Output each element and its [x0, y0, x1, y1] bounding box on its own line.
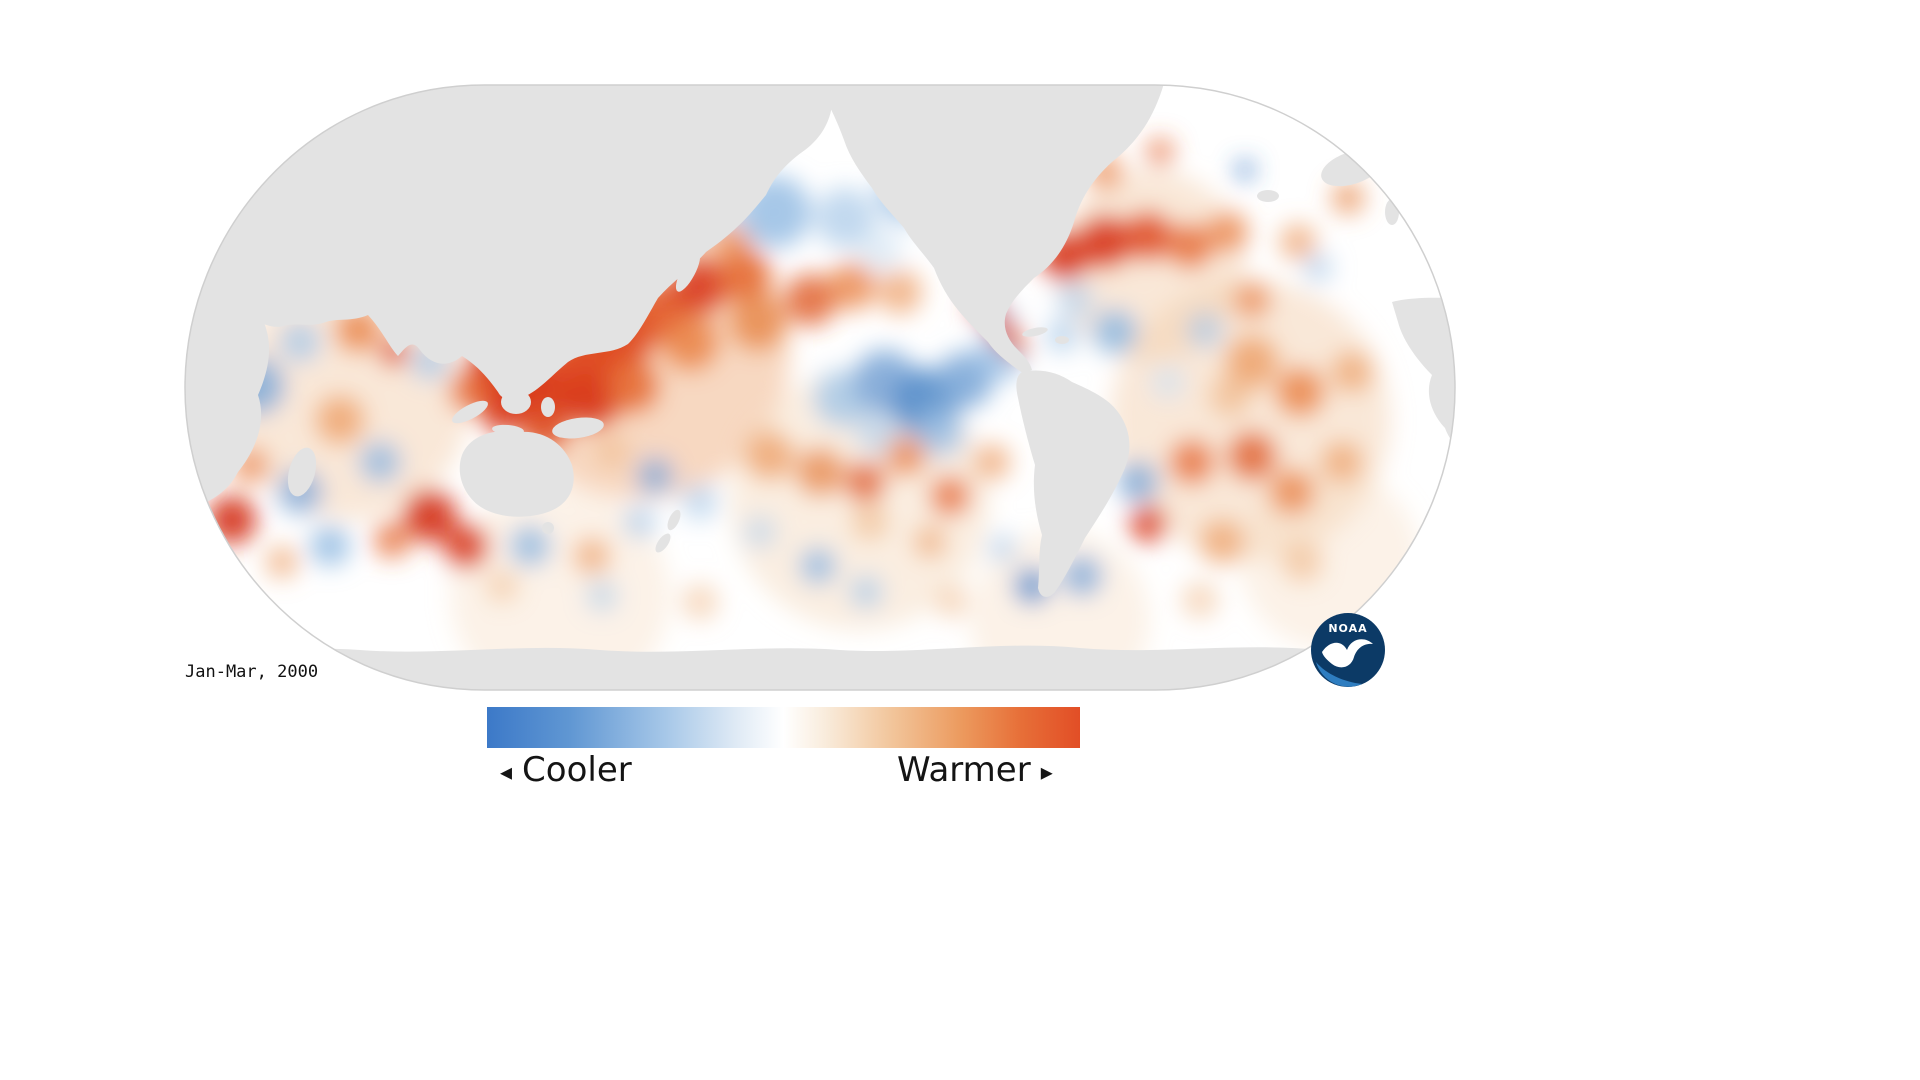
noaa-logo-text: NOAA — [1328, 622, 1367, 635]
landmass-north-america — [815, 85, 1165, 374]
noaa-logo: NOAA — [1310, 612, 1386, 688]
landmass-australia — [459, 430, 574, 517]
landmass-japan — [675, 252, 701, 292]
landmass-hispaniola — [1055, 336, 1069, 344]
landmass-south-america — [1016, 370, 1130, 597]
colorbar — [487, 707, 1080, 748]
landmass-borneo — [501, 390, 531, 414]
landmass-cuba — [1022, 327, 1048, 337]
landmass-new-guinea — [552, 417, 604, 439]
landmass-iceland — [1257, 190, 1279, 202]
landmass-eurasia — [185, 85, 833, 400]
seagull-icon — [1322, 639, 1373, 668]
landmass-philippines — [513, 337, 527, 367]
noaa-logo-graphic: NOAA — [1311, 613, 1385, 687]
landmass-sulawesi — [541, 397, 555, 417]
legend-cooler: ◂ Cooler — [500, 750, 632, 790]
noaa-logo-sea — [1316, 662, 1362, 687]
landmass-sumatra — [452, 400, 488, 424]
cooler-arrow-icon: ◂ — [500, 758, 513, 786]
landmass-africa-east — [185, 303, 270, 508]
date-label: Jan-Mar, 2000 — [185, 662, 319, 682]
landmass-new-zealand-north — [667, 509, 681, 531]
landmass-tasmania — [542, 522, 554, 534]
land-layer — [185, 85, 1455, 690]
landmass-madagascar — [287, 447, 317, 497]
landmass-antarctica — [185, 645, 1455, 690]
cooler-label: Cooler — [522, 750, 632, 790]
landmass-new-zealand-south — [655, 533, 671, 553]
warmer-label: Warmer — [897, 750, 1031, 790]
globe-outline — [184, 84, 1456, 691]
legend-warmer: Warmer ▸ — [897, 750, 1053, 790]
warmer-arrow-icon: ▸ — [1040, 758, 1053, 786]
landmass-africa-west — [1392, 297, 1455, 470]
